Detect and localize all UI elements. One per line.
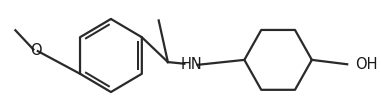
Text: HN: HN	[180, 57, 202, 72]
Text: OH: OH	[355, 57, 378, 72]
Text: O: O	[30, 43, 42, 58]
